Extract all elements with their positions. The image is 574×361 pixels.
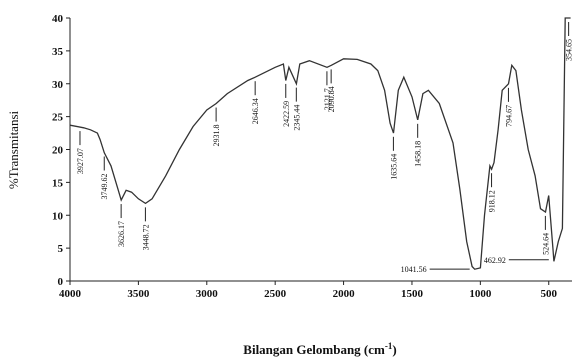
peak-label: 2931.8: [212, 125, 221, 147]
peak-label: 2121.7: [323, 88, 332, 110]
y-tick-label: 25: [52, 112, 64, 124]
x-tick-label: 3500: [127, 288, 150, 300]
peak-label: 1458.18: [414, 141, 423, 167]
peak-label: 3626.17: [117, 221, 126, 247]
x-tick-label: 4000: [59, 288, 82, 300]
x-label-sup: -1: [385, 341, 393, 351]
y-tick-label: 15: [52, 177, 64, 189]
y-tick-label: 35: [52, 46, 64, 58]
peak-label: 1041.56: [401, 265, 427, 274]
peak-label: 794.67: [504, 105, 513, 127]
peak-label: 2422.59: [282, 101, 291, 127]
y-tick-label: 10: [52, 210, 64, 222]
x-label-text: Bilangan Gelombang (cm: [243, 342, 385, 357]
y-tick-label: 0: [58, 276, 64, 288]
peak-label: 918.12: [488, 190, 497, 212]
peak-label: 2345.44: [292, 105, 301, 131]
x-label-end: ): [392, 342, 396, 357]
x-axis-label: Bilangan Gelombang (cm-1): [243, 341, 396, 357]
x-tick-label: 2000: [333, 288, 356, 300]
y-axis-label: %Transmitansi: [6, 110, 21, 189]
peak-label: 3749.62: [100, 174, 109, 200]
x-tick-label: 2500: [264, 288, 287, 300]
spectrum-line: [69, 17, 571, 270]
x-tick-label: 500: [540, 288, 557, 300]
peak-label: 2646.34: [251, 98, 260, 124]
peak-label: 462.92: [484, 256, 506, 265]
x-tick-label: 1000: [469, 288, 492, 300]
peak-label: 3927.07: [76, 148, 85, 174]
peak-label: 354.65: [565, 39, 574, 61]
y-tick-label: 5: [58, 243, 64, 255]
peak-label: 2090.84: [327, 86, 336, 112]
x-tick-label: 1500: [401, 288, 424, 300]
y-tick-label: 40: [52, 13, 64, 25]
peak-label: 524.64: [541, 233, 550, 255]
x-tick-label: 3000: [196, 288, 219, 300]
peak-label: 3448.72: [141, 224, 150, 250]
y-tick-label: 30: [52, 79, 64, 91]
peak-label: 1635.64: [389, 154, 398, 180]
y-tick-label: 20: [52, 145, 64, 157]
